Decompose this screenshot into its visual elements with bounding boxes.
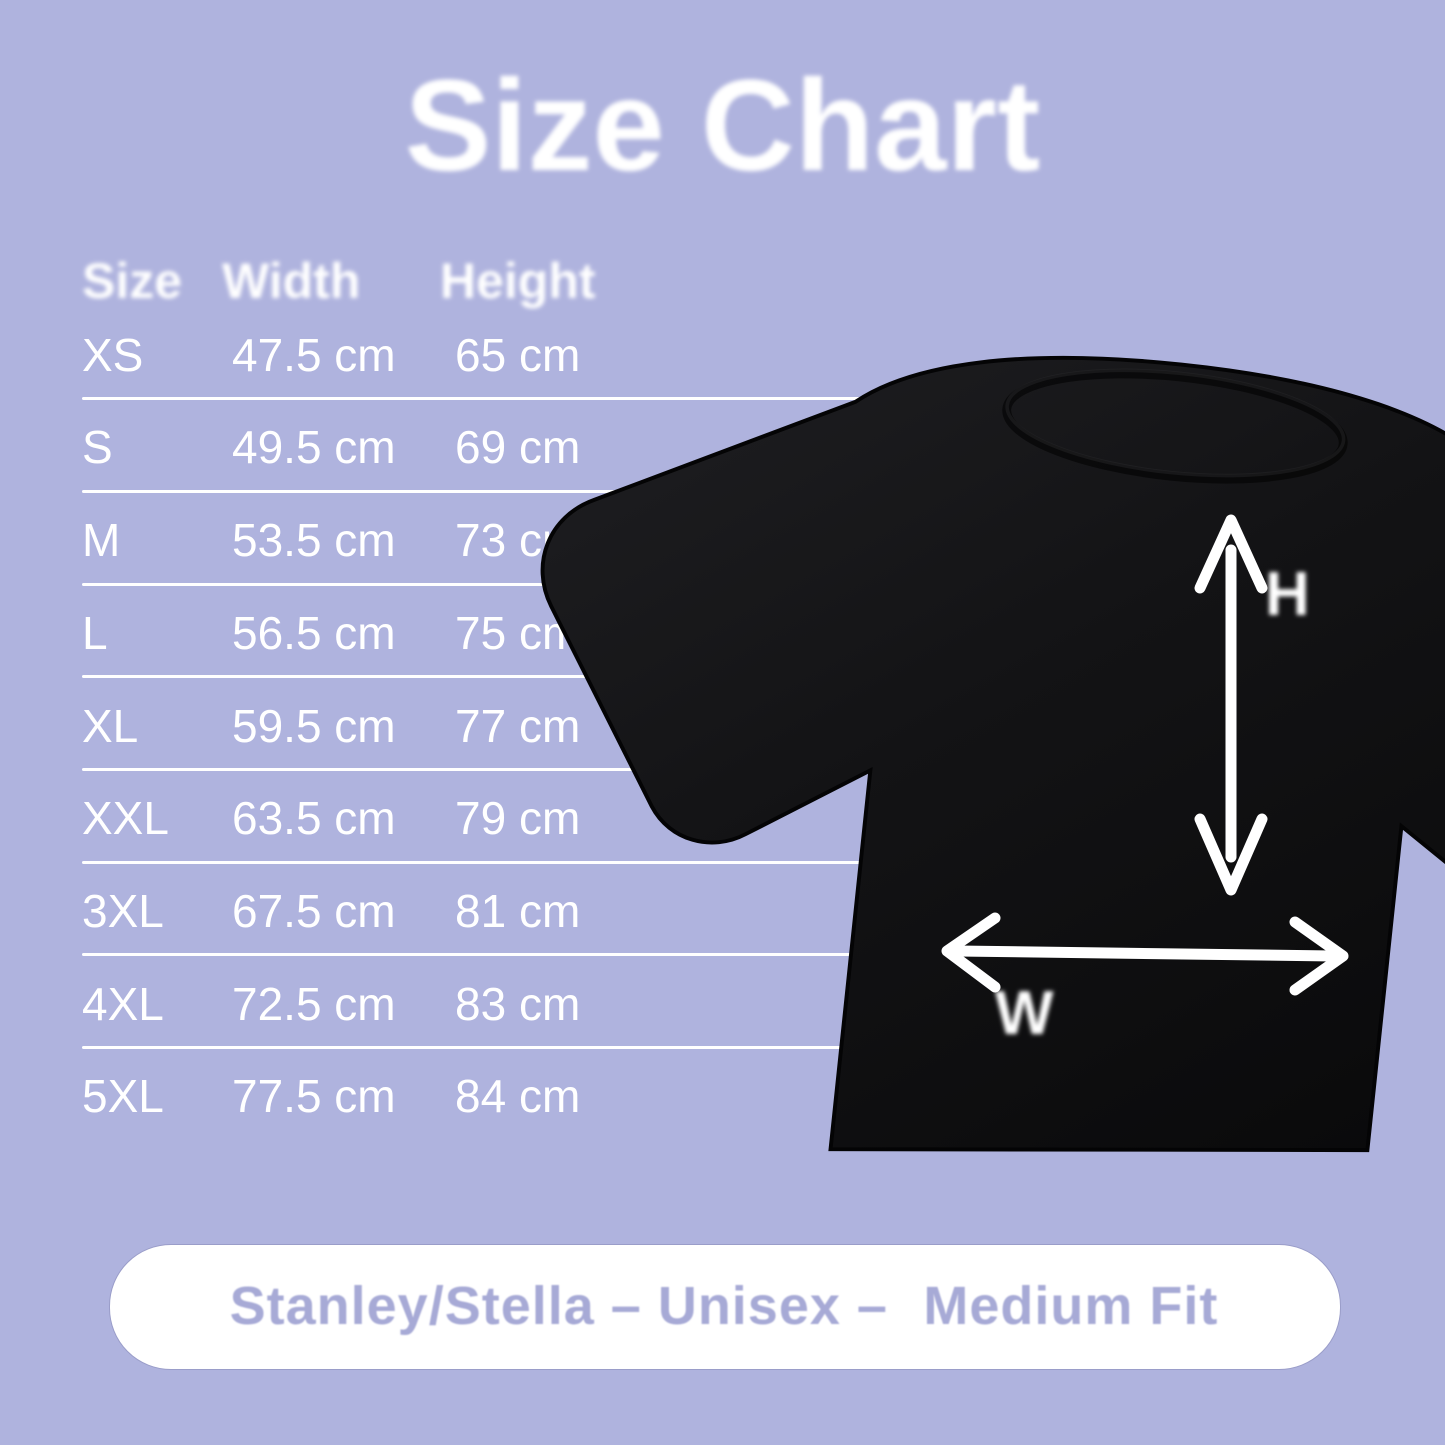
svg-text:W: W [995, 979, 1054, 1048]
svg-text:H: H [1265, 560, 1310, 629]
